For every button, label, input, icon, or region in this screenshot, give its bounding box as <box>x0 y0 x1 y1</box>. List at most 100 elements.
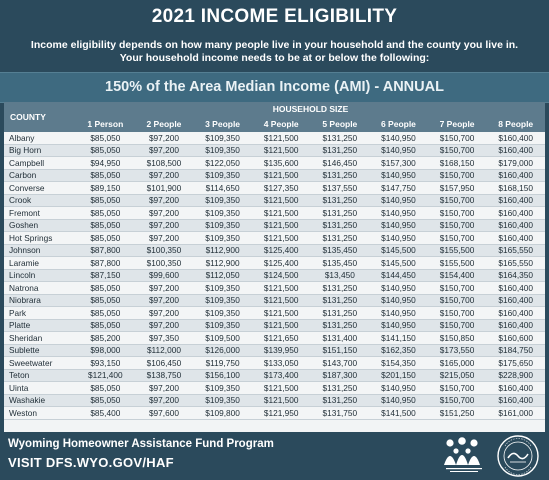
income-limit-cell: $85,050 <box>76 144 135 157</box>
income-limit-cell: $85,050 <box>76 206 135 220</box>
income-limit-cell: $97,200 <box>134 144 194 157</box>
income-limit-cell: $109,350 <box>193 169 252 182</box>
county-cell: Hot Springs <box>4 231 76 245</box>
household-size-column-header: 4 People <box>251 116 311 132</box>
household-size-column-header: 5 People <box>310 116 370 132</box>
income-limit-cell: $173,550 <box>427 344 487 357</box>
income-limit-cell: $151,150 <box>310 344 370 357</box>
table-row: Converse $89,150 $101,900 $114,650 $127,350 $… <box>4 181 545 195</box>
income-limit-cell: $131,250 <box>310 231 370 245</box>
income-limit-cell: $87,800 <box>76 256 135 270</box>
county-cell: Teton <box>4 369 76 382</box>
income-limit-cell: $201,150 <box>369 369 428 382</box>
income-limit-cell: $108,500 <box>134 156 194 170</box>
income-limit-cell: $140,950 <box>369 394 428 407</box>
income-limit-cell: $131,250 <box>310 194 370 207</box>
intro-text: Income eligibility depends on how many p… <box>20 39 529 65</box>
income-limit-cell: $127,350 <box>251 181 311 195</box>
income-limit-cell: $150,700 <box>427 132 487 145</box>
table-row: Washakie $85,050 $97,200 $109,350 $121,500 $1… <box>4 394 545 407</box>
income-limit-cell: $109,350 <box>193 306 252 320</box>
income-limit-cell: $160,400 <box>486 206 545 220</box>
county-cell: Platte <box>4 319 76 332</box>
income-limit-cell: $94,950 <box>76 156 135 170</box>
income-limit-cell: $97,200 <box>134 394 194 407</box>
income-limit-cell: $121,500 <box>251 169 311 182</box>
income-limit-cell: $109,500 <box>193 331 252 345</box>
income-limit-cell: $140,950 <box>369 381 428 395</box>
income-limit-cell: $114,650 <box>193 181 252 195</box>
household-size-column-header: 2 People <box>134 116 194 132</box>
income-limit-cell: $109,350 <box>193 319 252 332</box>
income-limit-cell: $155,500 <box>427 244 487 257</box>
wyoming-dfs-seal-icon <box>497 435 539 477</box>
income-limit-cell: $165,550 <box>486 244 545 257</box>
county-cell: Weston <box>4 406 76 420</box>
income-limit-cell: $97,200 <box>134 319 194 332</box>
income-limit-cell: $97,350 <box>134 331 194 345</box>
income-limit-cell: $112,900 <box>193 256 252 270</box>
table-row: Sweetwater $93,150 $106,450 $119,750 $133,05… <box>4 356 545 370</box>
income-limit-cell: $160,400 <box>486 144 545 157</box>
income-limit-cell: $112,900 <box>193 244 252 257</box>
income-limit-cell: $97,200 <box>134 219 194 232</box>
table-row: Johnson $87,800 $100,350 $112,900 $125,400 $1… <box>4 244 545 257</box>
footer: Wyoming Homeowner Assistance Fund Progra… <box>0 432 549 480</box>
county-cell: Sublette <box>4 344 76 357</box>
visit-link[interactable]: VISIT DFS.WYO.GOV/HAF <box>8 455 174 470</box>
income-limit-cell: $150,700 <box>427 381 487 395</box>
table-row: Big Horn $85,050 $97,200 $109,350 $121,500 $1… <box>4 144 545 157</box>
income-limit-cell: $109,800 <box>193 406 252 420</box>
income-limit-cell: $121,500 <box>251 144 311 157</box>
table-row: Uinta $85,050 $97,200 $109,350 $121,500 $131,… <box>4 381 545 395</box>
table-row: Park $85,050 $97,200 $109,350 $121,500 $131,2… <box>4 306 545 320</box>
household-size-column-header: 3 People <box>193 116 252 132</box>
income-limit-cell: $150,700 <box>427 219 487 232</box>
income-limit-cell: $97,200 <box>134 281 194 295</box>
table-row: Albany $85,050 $97,200 $109,350 $121,500 $131… <box>4 132 545 145</box>
income-limit-cell: $179,000 <box>486 156 545 170</box>
income-limit-cell: $160,400 <box>486 381 545 395</box>
income-limit-cell: $215,050 <box>427 369 487 382</box>
income-limit-cell: $122,050 <box>193 156 252 170</box>
income-limit-cell: $135,450 <box>310 256 370 270</box>
income-limit-cell: $97,200 <box>134 381 194 395</box>
page-title: 2021 INCOME ELIGIBILITY <box>151 6 398 27</box>
income-limit-cell: $140,950 <box>369 306 428 320</box>
income-limit-cell: $140,950 <box>369 219 428 232</box>
income-limit-cell: $131,750 <box>310 406 370 420</box>
income-limit-cell: $160,400 <box>486 169 545 182</box>
income-limit-cell: $140,950 <box>369 281 428 295</box>
income-limit-cell: $121,500 <box>251 319 311 332</box>
income-limit-cell: $140,950 <box>369 132 428 145</box>
income-limit-cell: $109,350 <box>193 231 252 245</box>
income-limit-cell: $154,400 <box>427 269 487 282</box>
income-limit-cell: $109,350 <box>193 132 252 145</box>
income-limit-cell: $109,350 <box>193 394 252 407</box>
income-limit-cell: $89,150 <box>76 181 135 195</box>
table-body: Albany $85,050 $97,200 $109,350 $121,500 $131… <box>4 132 545 420</box>
income-limit-cell: $13,450 <box>310 269 370 282</box>
income-limit-cell: $184,750 <box>486 344 545 357</box>
income-limit-cell: $106,450 <box>134 356 194 370</box>
income-limit-cell: $160,400 <box>486 281 545 295</box>
income-limit-cell: $97,200 <box>134 169 194 182</box>
income-limit-cell: $143,700 <box>310 356 370 370</box>
income-limit-cell: $126,000 <box>193 344 252 357</box>
county-cell: Goshen <box>4 219 76 232</box>
table-row: Goshen $85,050 $97,200 $109,350 $121,500 $131… <box>4 219 545 232</box>
income-limit-cell: $155,500 <box>427 256 487 270</box>
income-limit-cell: $121,500 <box>251 206 311 220</box>
income-limit-cell: $164,350 <box>486 269 545 282</box>
table-row: Campbell $94,950 $108,500 $122,050 $135,600 $… <box>4 156 545 170</box>
income-limit-cell: $85,050 <box>76 381 135 395</box>
income-limit-cell: $160,400 <box>486 319 545 332</box>
income-limit-cell: $131,400 <box>310 331 370 345</box>
county-cell: Albany <box>4 132 76 145</box>
income-limit-cell: $138,750 <box>134 369 194 382</box>
table-row: Platte $85,050 $97,200 $109,350 $121,500 $131… <box>4 319 545 332</box>
household-size-column-header: 1 Person <box>76 116 135 132</box>
income-limit-cell: $131,250 <box>310 306 370 320</box>
income-limit-cell: $150,850 <box>427 331 487 345</box>
household-size-column-header: 7 People <box>427 116 487 132</box>
